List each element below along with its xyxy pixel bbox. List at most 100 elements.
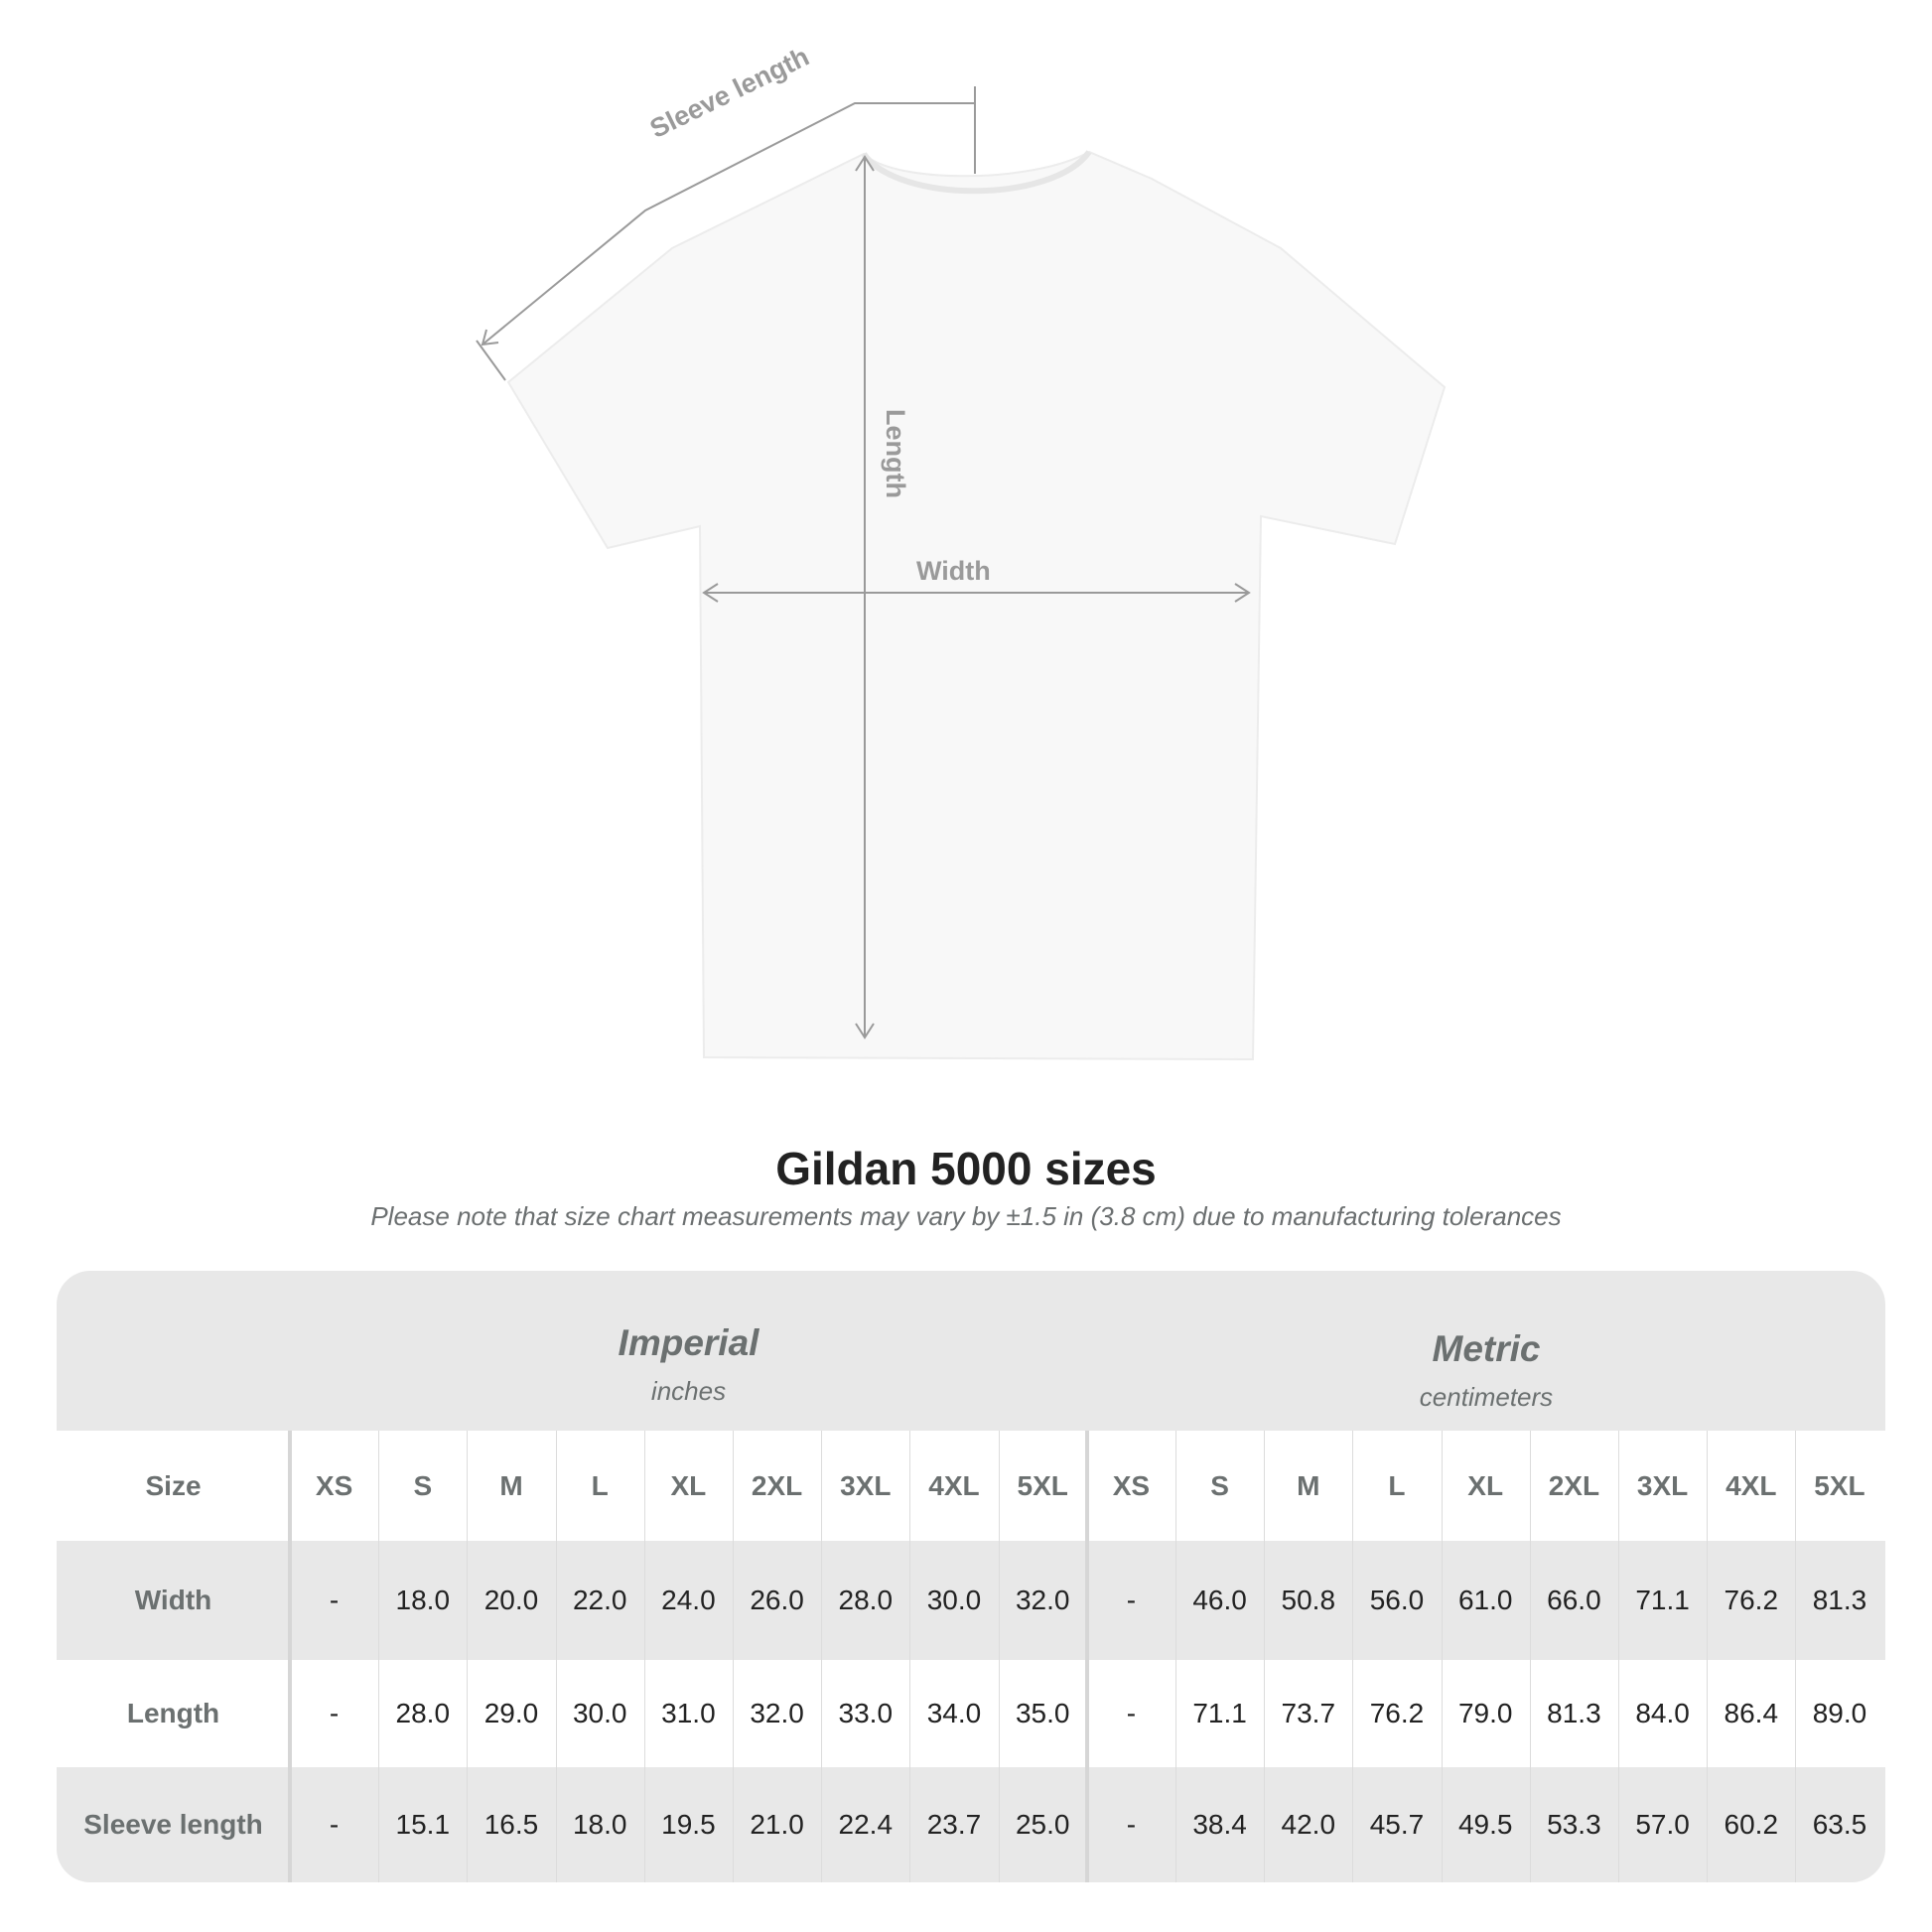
metric-size-3XL: 3XL xyxy=(1636,1469,1689,1501)
imperial-value-cell: 32.0 xyxy=(1015,1585,1070,1615)
metric-header: Metric centimeters xyxy=(1087,1328,1885,1413)
imperial-size-3XL: 3XL xyxy=(840,1469,892,1501)
width-label: Width xyxy=(916,556,991,586)
imperial-size-XS: XS xyxy=(315,1469,353,1501)
imperial-size-4XL: 4XL xyxy=(928,1469,980,1501)
column-divider xyxy=(1529,1431,1531,1882)
metric-value-cell: 45.7 xyxy=(1369,1809,1425,1840)
imperial-value-cell: 15.1 xyxy=(395,1809,451,1840)
metric-value-cell: 76.2 xyxy=(1369,1698,1425,1728)
row-band-sleeve xyxy=(57,1767,1885,1882)
imperial-value-cell: 28.0 xyxy=(838,1585,894,1615)
row-label: Width xyxy=(134,1585,212,1615)
imperial-value-cell: 16.5 xyxy=(483,1809,539,1840)
metric-value-cell: 46.0 xyxy=(1192,1585,1247,1615)
metric-value-cell: - xyxy=(1126,1809,1137,1840)
metric-value-cell: 84.0 xyxy=(1635,1698,1690,1728)
metric-value-cell: 57.0 xyxy=(1635,1809,1690,1840)
metric-value-cell: 86.4 xyxy=(1724,1698,1779,1728)
metric-size-XS: XS xyxy=(1112,1469,1151,1501)
tshirt-shape xyxy=(506,150,1447,1061)
imperial-size-L: L xyxy=(591,1469,609,1501)
metric-value-cell: - xyxy=(1126,1585,1137,1615)
imperial-value-cell: 20.0 xyxy=(483,1585,539,1615)
imperial-value-cell: 23.7 xyxy=(926,1809,982,1840)
metric-value-cell: 50.8 xyxy=(1281,1585,1336,1615)
imperial-unit: inches xyxy=(650,1376,727,1406)
imperial-value-cell: 28.0 xyxy=(395,1698,451,1728)
size-header: Size xyxy=(145,1469,202,1501)
metric-size-2XL: 2XL xyxy=(1548,1469,1600,1501)
imperial-value-cell: 24.0 xyxy=(661,1585,716,1615)
column-divider xyxy=(1707,1431,1709,1882)
metric-value-cell: - xyxy=(1126,1698,1137,1728)
metric-value-cell: 63.5 xyxy=(1812,1809,1867,1840)
imperial-value-cell: 34.0 xyxy=(926,1698,982,1728)
column-divider xyxy=(1175,1431,1176,1882)
column-divider xyxy=(733,1431,734,1882)
column-divider xyxy=(821,1431,823,1882)
column-divider xyxy=(643,1431,645,1882)
metric-value-cell: 38.4 xyxy=(1192,1809,1247,1840)
metric-value-cell: 66.0 xyxy=(1547,1585,1601,1615)
row-band-width xyxy=(57,1541,1885,1660)
column-divider xyxy=(998,1431,1000,1882)
column-divider xyxy=(288,1431,292,1882)
tshirt-collar xyxy=(861,150,1092,195)
metric-size-4XL: 4XL xyxy=(1725,1469,1777,1501)
metric-size-M: M xyxy=(1297,1469,1320,1501)
metric-value-cell: 49.5 xyxy=(1457,1809,1513,1840)
imperial-value-cell: 35.0 xyxy=(1015,1698,1070,1728)
imperial-size-M: M xyxy=(499,1469,523,1501)
imperial-value-cell: 32.0 xyxy=(750,1698,804,1728)
row-label: Length xyxy=(126,1698,220,1728)
page-title: Gildan 5000 sizes xyxy=(775,1143,1157,1194)
imperial-value-cell: 22.4 xyxy=(838,1809,894,1840)
metric-value-cell: 73.7 xyxy=(1281,1698,1336,1728)
sleeve-length-line xyxy=(482,102,975,345)
header-band xyxy=(57,1271,1885,1431)
imperial-value-cell: - xyxy=(329,1809,340,1840)
column-divider xyxy=(1352,1431,1354,1882)
metric-value-cell: 89.0 xyxy=(1812,1698,1867,1728)
column-divider xyxy=(909,1431,911,1882)
metric-value-cell: 81.3 xyxy=(1547,1698,1601,1728)
metric-value-cell: 81.3 xyxy=(1812,1585,1867,1615)
metric-size-5XL: 5XL xyxy=(1814,1469,1865,1501)
imperial-value-cell: 25.0 xyxy=(1015,1809,1070,1840)
metric-unit: centimeters xyxy=(1419,1382,1554,1412)
metric-value-cell: 53.3 xyxy=(1547,1809,1601,1840)
metric-value-cell: 56.0 xyxy=(1369,1585,1425,1615)
imperial-value-cell: 18.0 xyxy=(572,1809,627,1840)
column-divider xyxy=(1441,1431,1443,1882)
metric-size-XL: XL xyxy=(1467,1469,1504,1501)
column-divider xyxy=(1795,1431,1797,1882)
metric-size-S: S xyxy=(1210,1469,1229,1501)
imperial-value-cell: 26.0 xyxy=(750,1585,804,1615)
imperial-value-cell: 21.0 xyxy=(750,1809,804,1840)
imperial-value-cell: - xyxy=(329,1585,340,1615)
imperial-value-cell: - xyxy=(329,1698,340,1728)
imperial-value-cell: 29.0 xyxy=(483,1698,539,1728)
column-divider xyxy=(1264,1431,1266,1882)
metric-value-cell: 71.1 xyxy=(1192,1698,1247,1728)
column-divider xyxy=(378,1431,380,1882)
row-label: Sleeve length xyxy=(83,1809,263,1840)
imperial-size-S: S xyxy=(413,1469,433,1501)
imperial-value-cell: 30.0 xyxy=(572,1698,627,1728)
column-divider xyxy=(555,1431,557,1882)
imperial-title: Imperial xyxy=(618,1322,759,1363)
imperial-value-cell: 31.0 xyxy=(661,1698,716,1728)
imperial-value-cell: 18.0 xyxy=(395,1585,451,1615)
metric-value-cell: 60.2 xyxy=(1724,1809,1779,1840)
imperial-value-cell: 22.0 xyxy=(572,1585,627,1615)
metric-value-cell: 71.1 xyxy=(1635,1585,1690,1615)
imperial-size-5XL: 5XL xyxy=(1017,1469,1068,1501)
imperial-value-cell: 30.0 xyxy=(926,1585,982,1615)
imperial-header: Imperial inches xyxy=(290,1322,1087,1407)
imperial-value-cell: 19.5 xyxy=(661,1809,716,1840)
tolerance-note: Please note that size chart measurements… xyxy=(370,1201,1562,1231)
imperial-size-2XL: 2XL xyxy=(751,1469,803,1501)
tshirt-illustration xyxy=(476,86,1447,1061)
metric-value-cell: 42.0 xyxy=(1281,1809,1336,1840)
